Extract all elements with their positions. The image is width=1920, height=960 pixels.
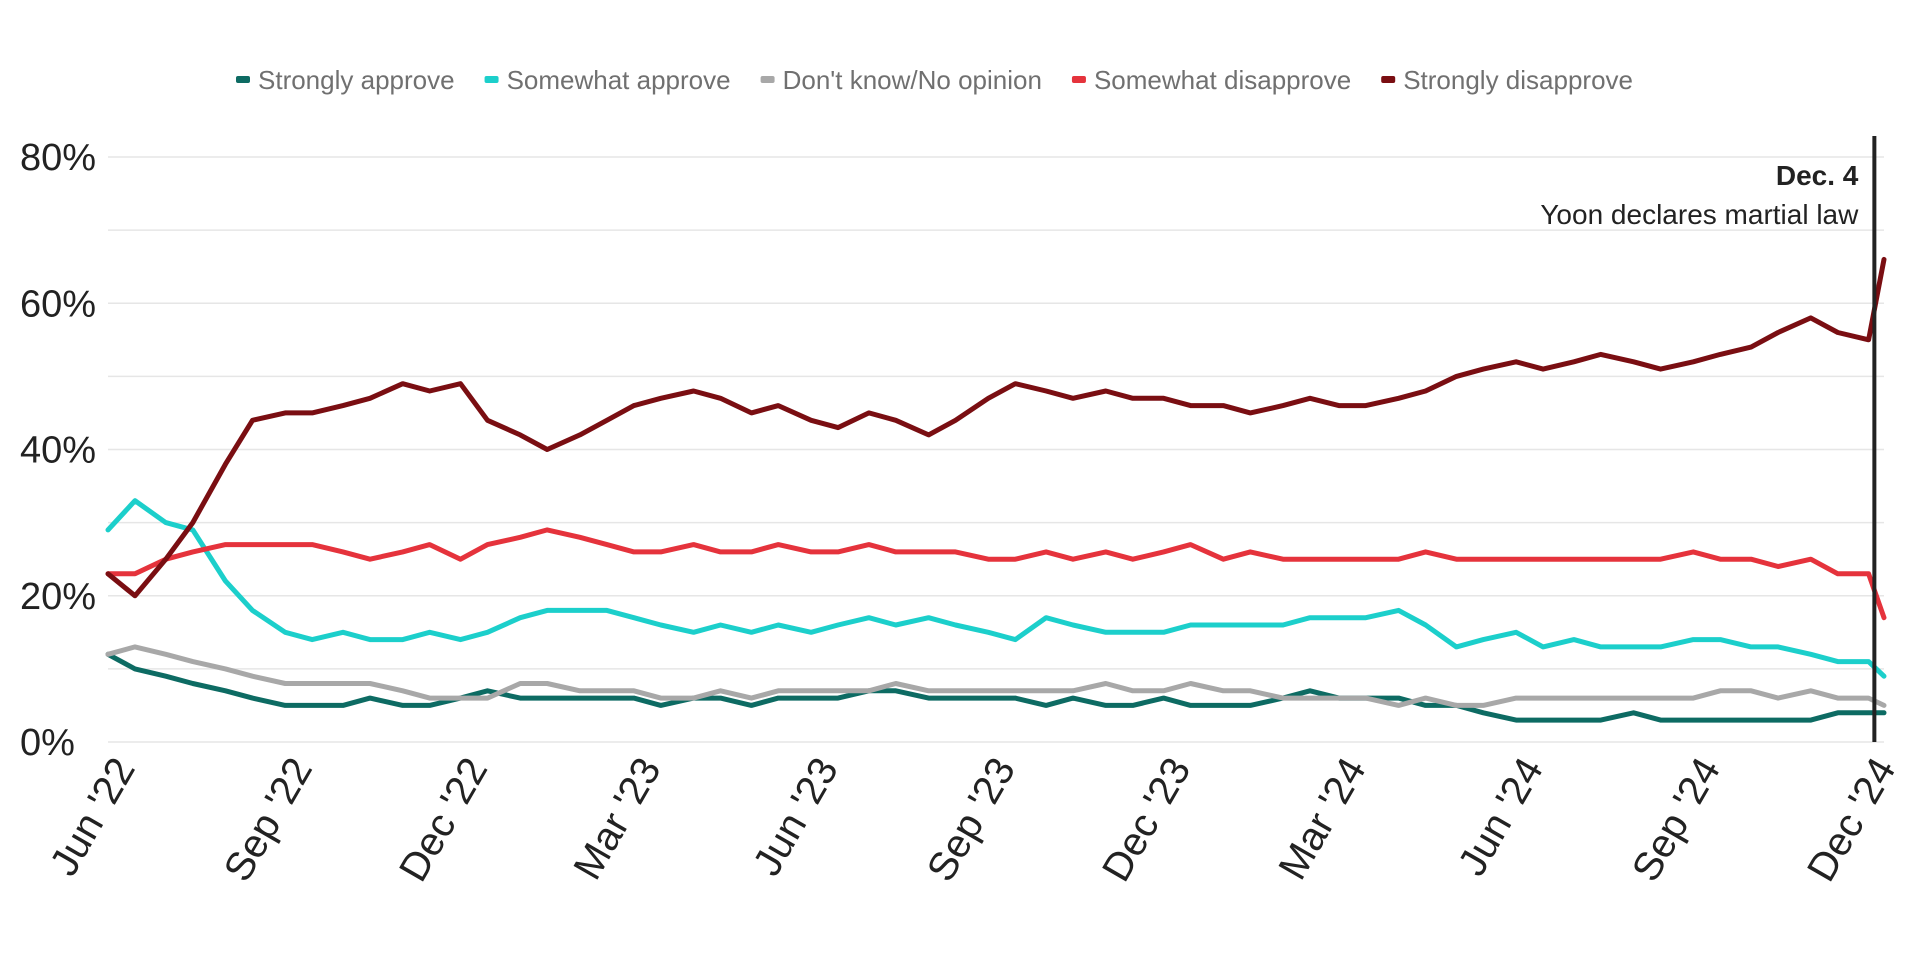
annotation-date: Dec. 4: [1776, 160, 1859, 191]
y-tick-label: 20%: [20, 576, 96, 618]
gridlines: [108, 156, 1884, 743]
x-tick-label: Sep '24: [1624, 751, 1729, 889]
series-line: [105, 256, 1887, 599]
y-tick-label: 80%: [20, 137, 96, 179]
x-tick-label: Dec '24: [1799, 751, 1904, 889]
legend-item: Strongly approve: [236, 65, 455, 95]
legend-swatch: [236, 76, 250, 83]
x-tick-label: Sep '22: [216, 751, 321, 889]
legend-item: Somewhat approve: [484, 65, 731, 95]
x-tick-label: Dec '23: [1094, 751, 1199, 889]
legend-swatch: [484, 76, 499, 83]
annotation: Dec. 4 Yoon declares martial law: [1540, 136, 1877, 742]
x-tick-label: Dec '22: [391, 751, 496, 889]
x-tick-label: Sep '23: [919, 750, 1024, 888]
legend-label: Don't know/No opinion: [783, 65, 1042, 95]
series-line: [105, 651, 1887, 723]
y-tick-label: 40%: [20, 430, 96, 472]
x-tick-label: Jun '22: [42, 751, 144, 884]
series-line: [105, 527, 1887, 621]
series-line: [105, 498, 1887, 679]
x-tick-label: Mar '23: [565, 751, 669, 887]
annotation-text: Yoon declares martial law: [1540, 199, 1859, 230]
legend-swatch: [1071, 76, 1086, 83]
x-tick-label: Jun '23: [745, 751, 847, 884]
x-tick-label: Mar '24: [1270, 751, 1374, 887]
legend-swatch: [1381, 76, 1396, 83]
series-lines: [105, 256, 1887, 723]
legend-swatch: [760, 76, 775, 83]
y-tick-label: 60%: [20, 283, 96, 325]
series-line: [105, 644, 1887, 708]
legend-label: Somewhat disapprove: [1094, 65, 1351, 95]
y-axis-ticks: 0% 20% 40% 60% 80%: [20, 137, 96, 764]
chart-legend: Strongly approve Somewhat approve Don't kn…: [236, 65, 1633, 95]
legend-label: Strongly disapprove: [1403, 65, 1633, 95]
legend-item: Don't know/No opinion: [760, 65, 1042, 95]
x-tick-label: Jun '24: [1450, 751, 1552, 884]
legend-label: Strongly approve: [258, 65, 455, 95]
legend-item: Strongly disapprove: [1381, 65, 1633, 95]
y-tick-label: 0%: [20, 722, 75, 764]
legend-item: Somewhat disapprove: [1071, 65, 1351, 95]
x-axis-ticks: Jun '22 Sep '22 Dec '22 Mar '23 Jun '23 Sep '…: [42, 750, 1905, 888]
legend-label: Somewhat approve: [507, 65, 731, 95]
